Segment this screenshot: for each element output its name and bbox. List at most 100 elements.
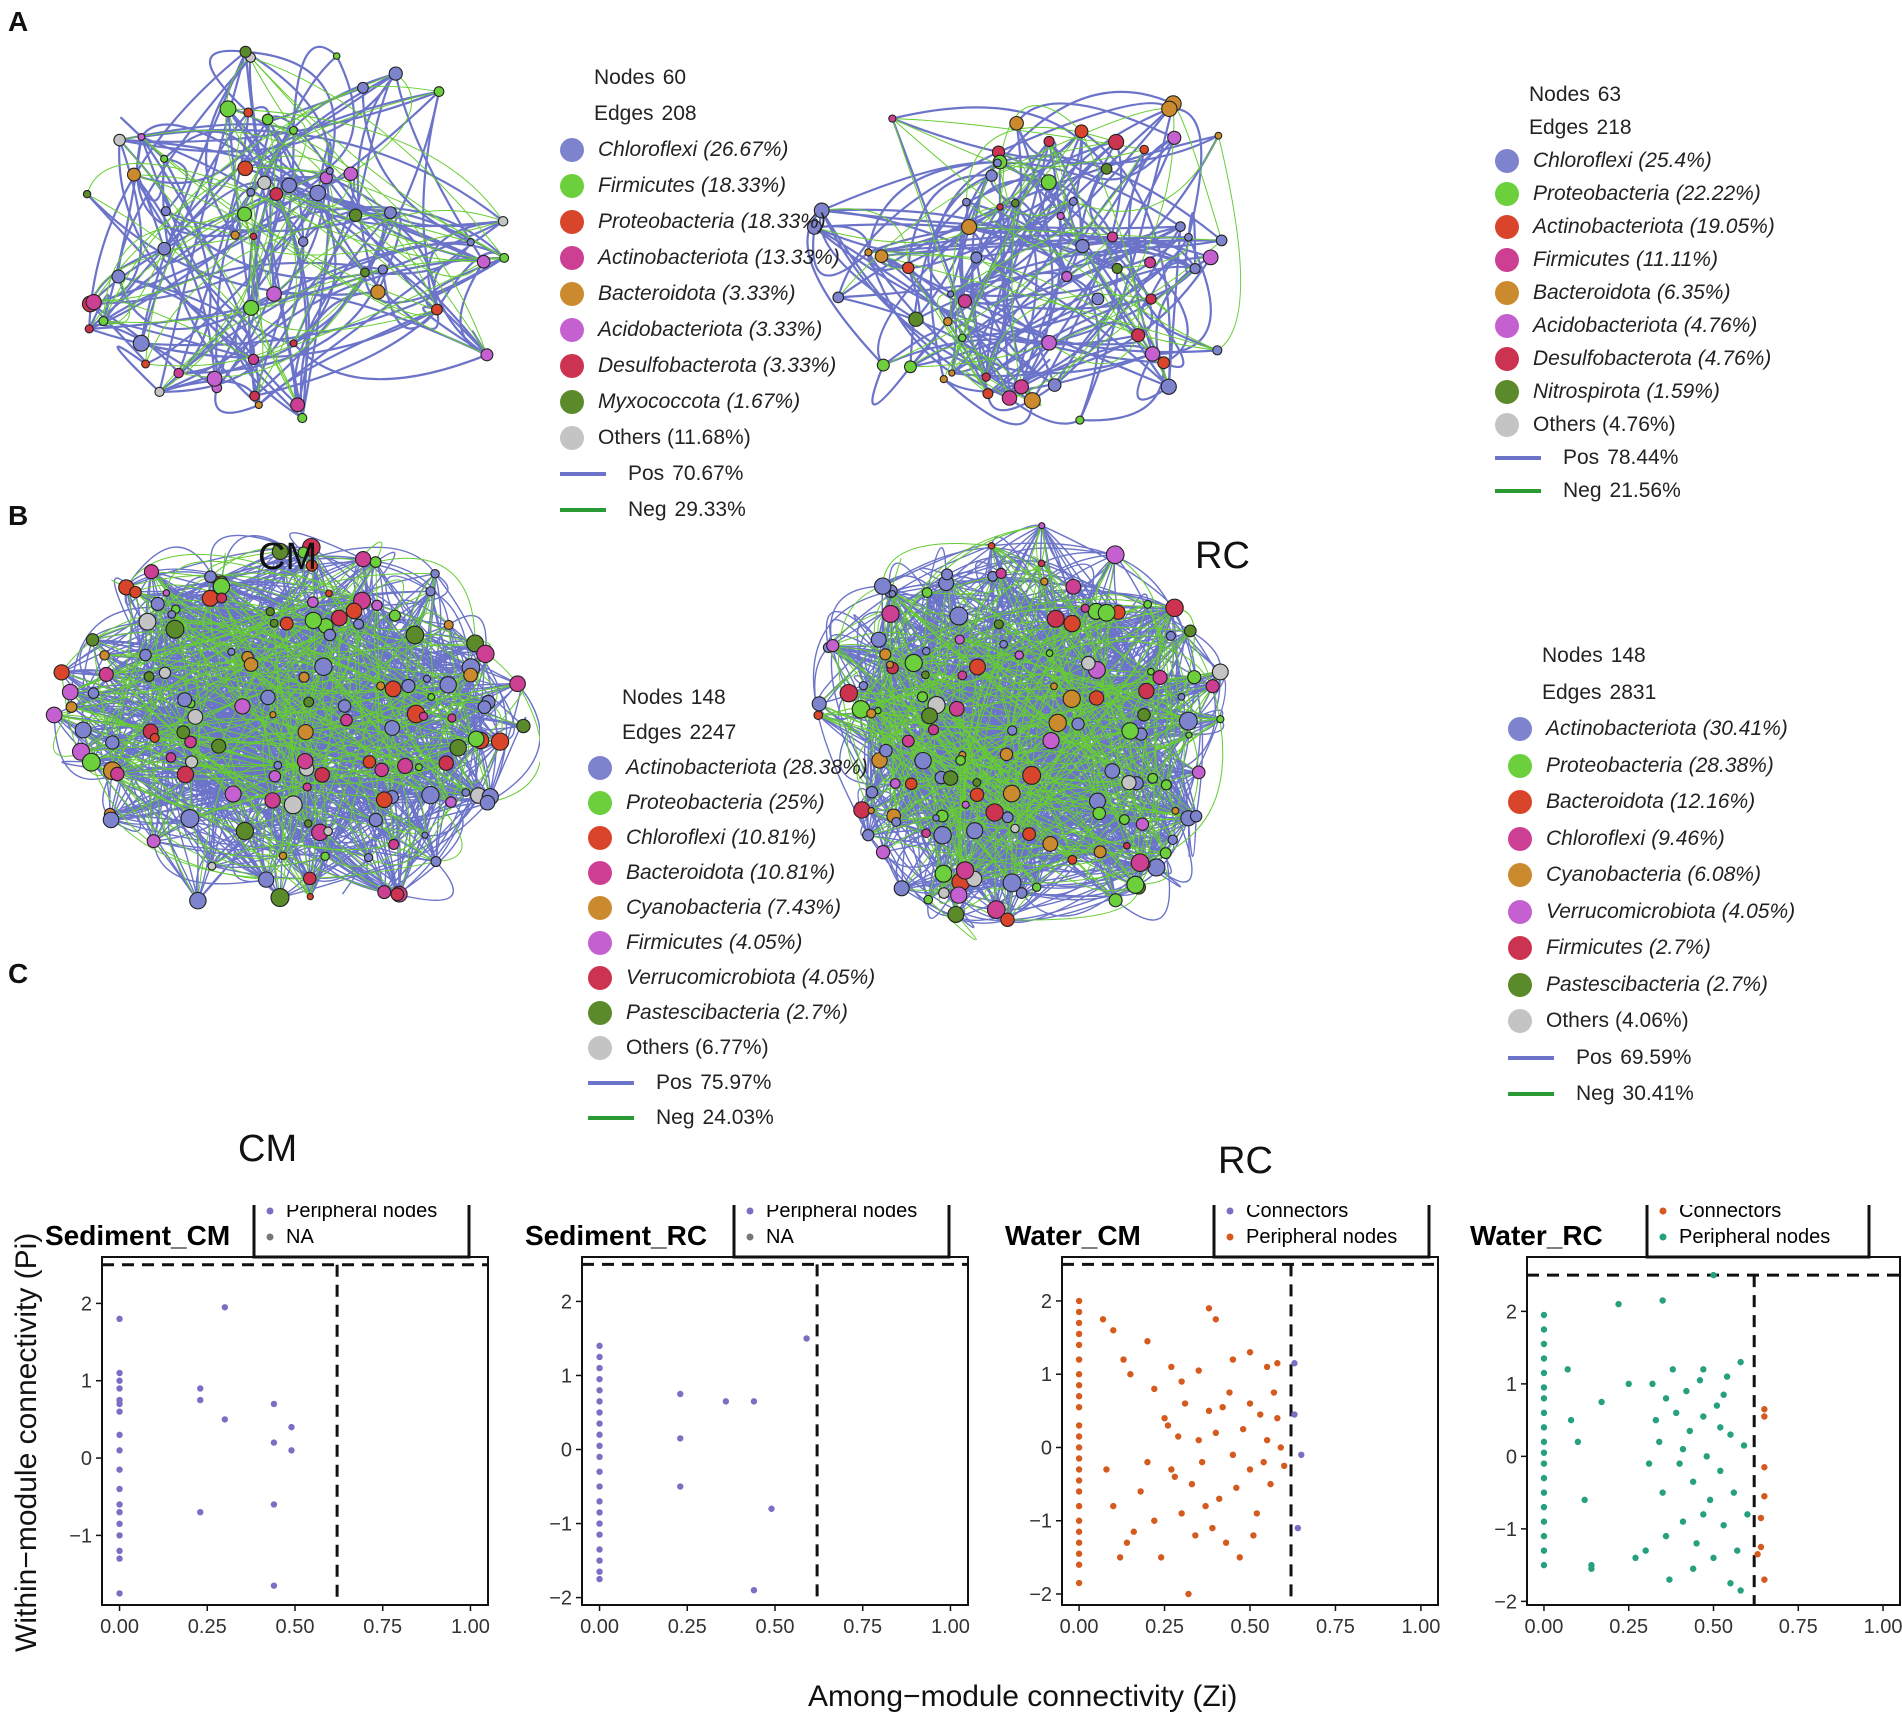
taxon-color-dot: [1495, 247, 1519, 272]
network-node: [1050, 682, 1058, 691]
network-edge: [976, 750, 1153, 783]
network-node: [1002, 784, 1021, 803]
data-point: [768, 1505, 775, 1512]
data-point: [1164, 1422, 1172, 1429]
network-node: [902, 261, 915, 275]
network-edge: [1000, 573, 1059, 724]
pos-edge-key: Pos 78.44%: [1495, 441, 1775, 474]
network-node: [1001, 811, 1014, 824]
network-node: [211, 738, 227, 754]
network-node: [908, 311, 924, 327]
network-node: [955, 861, 975, 880]
network-node: [948, 369, 956, 377]
legend-b-cm: Nodes 148 Edges 2247 Actinobacteriota (28.3…: [588, 680, 875, 1135]
taxon-name: Acidobacteriota: [598, 318, 743, 341]
network-node: [268, 769, 282, 783]
network-edge: [922, 696, 1127, 847]
network-node: [1022, 827, 1037, 842]
network-edge: [909, 174, 992, 367]
network-edge: [189, 818, 326, 868]
network-edge: [53, 714, 392, 798]
network-edge: [908, 740, 1189, 820]
taxon-color-dot: [560, 138, 584, 162]
scatter-sediment-cm: Sediment_CM Peripheral nodes NA −1 0 1 2 0.00 0.…: [45, 1205, 490, 1638]
network-edge: [907, 740, 1166, 854]
data-point: [1567, 1416, 1575, 1424]
network-node: [1100, 163, 1113, 175]
network-node: [302, 782, 312, 792]
taxon-name: Actinobacteriota: [598, 246, 749, 269]
network-edge: [109, 813, 437, 880]
data-point: [1689, 1565, 1697, 1572]
network-edge: [910, 297, 1099, 368]
data-point: [1239, 1425, 1247, 1433]
network-edge: [1007, 581, 1045, 894]
data-point: [1157, 1554, 1165, 1561]
data-point: [1737, 1587, 1744, 1594]
network-node: [314, 657, 333, 676]
taxon-percent: (4.76%): [1602, 413, 1676, 436]
network-node: [1002, 873, 1022, 893]
legend-marker: [1226, 1207, 1234, 1215]
network-edge: [397, 861, 454, 901]
network-edge: [234, 220, 504, 256]
taxon-percent: (3.33%): [721, 282, 796, 305]
y-tick-label: −1: [1029, 1511, 1052, 1533]
data-point: [1075, 1539, 1083, 1546]
network-edge: [1144, 671, 1227, 865]
network-edge: [1152, 236, 1212, 356]
network-edge: [1187, 212, 1197, 269]
data-point: [677, 1390, 684, 1398]
data-point: [1219, 1403, 1226, 1411]
network-edge: [974, 561, 1002, 625]
network-node: [1080, 603, 1090, 613]
network-edge: [1150, 671, 1199, 854]
y-tick-label: −2: [549, 1588, 572, 1610]
network-node: [309, 184, 326, 202]
pos-line-swatch: [1508, 1055, 1554, 1060]
network-edge: [1011, 685, 1213, 794]
network-edge: [1048, 140, 1082, 278]
taxon-legend-item: Bacteroidota (10.81%): [588, 855, 875, 890]
network-edge: [440, 640, 476, 686]
data-point: [596, 1546, 603, 1553]
taxon-legend-item: Actinobacteriota (13.33%): [560, 240, 840, 276]
network-node: [986, 900, 1006, 919]
network-edge: [163, 90, 440, 250]
network-edge: [211, 794, 431, 869]
x-tick-label: 0.75: [1779, 1616, 1818, 1638]
network-edge: [1116, 268, 1170, 314]
network-node: [1046, 609, 1065, 628]
data-point: [1075, 1488, 1083, 1495]
network-edge: [1082, 241, 1196, 270]
network-edge: [987, 321, 1139, 395]
network-edge: [818, 714, 1167, 786]
network-node: [939, 374, 948, 384]
network-node: [1041, 334, 1057, 351]
network-edge: [93, 91, 440, 303]
network-node: [1065, 578, 1082, 595]
y-tick-label: 0: [1506, 1446, 1517, 1468]
data-point: [1075, 1393, 1083, 1400]
network-node: [297, 412, 308, 424]
network-node: [237, 160, 254, 177]
data-point: [116, 1466, 123, 1473]
network-edge: [1048, 141, 1170, 387]
network-node: [305, 559, 318, 572]
pos-edge-key: Pos 75.97%: [588, 1065, 875, 1100]
network-edge: [140, 111, 250, 344]
network-node: [81, 752, 101, 772]
network-node: [427, 693, 436, 701]
network-edge: [877, 226, 970, 366]
neg-edge-key: Neg 24.03%: [588, 1100, 875, 1135]
taxon-percent: (6.08%): [1687, 863, 1761, 886]
network-node: [53, 664, 70, 681]
legend-a-cm: Nodes 60 Edges 208 Chloroflexi (26.67%) Firm…: [560, 60, 840, 528]
network-edge: [818, 590, 896, 705]
network-edge: [92, 631, 243, 707]
legend-label: NA: [286, 1226, 314, 1248]
data-point: [1075, 1403, 1083, 1411]
data-point: [116, 1547, 123, 1555]
network-node: [289, 339, 298, 348]
taxon-color-dot: [1508, 753, 1532, 778]
